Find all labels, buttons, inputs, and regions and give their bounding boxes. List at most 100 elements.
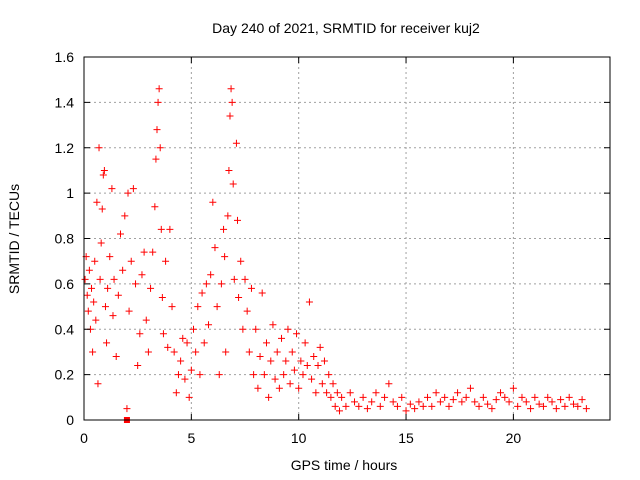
y-tick-label: 0.2: [55, 367, 75, 383]
data-point: [278, 334, 286, 342]
data-point: [228, 98, 236, 106]
plot-frame: [83, 56, 611, 421]
data-point: [164, 343, 172, 351]
data-point: [271, 375, 279, 383]
data-point: [484, 400, 492, 408]
data-point: [570, 400, 578, 408]
axes: [83, 56, 611, 421]
y-axis-label: SRMTID / TECUs: [6, 184, 22, 294]
data-point: [121, 212, 129, 220]
data-point: [342, 402, 350, 410]
data-point: [109, 312, 117, 320]
data-point: [338, 393, 346, 401]
data-point: [112, 352, 120, 360]
data-point: [181, 375, 189, 383]
data-point: [381, 393, 389, 401]
data-point: [539, 402, 547, 410]
data-point: [222, 348, 230, 356]
data-point: [471, 398, 479, 406]
data-point: [96, 275, 104, 283]
data-point: [224, 212, 232, 220]
data-point: [398, 393, 406, 401]
data-point: [402, 407, 410, 415]
data-point: [273, 348, 281, 356]
data-point: [297, 357, 305, 365]
data-point: [368, 398, 376, 406]
data-point: [574, 402, 582, 410]
y-tick-label: 1.4: [55, 94, 75, 110]
data-point: [123, 405, 131, 413]
data-point: [428, 402, 436, 410]
data-point: [187, 366, 195, 374]
data-point: [509, 384, 517, 392]
data-point: [578, 396, 586, 404]
data-point: [90, 298, 98, 306]
data-point: [138, 271, 146, 279]
data-point: [153, 126, 161, 134]
tick-labels: 0 0.2 0.4 0.6 0.8 1 1.2 1.4 1.6 0 5 10 15 20: [55, 49, 522, 446]
data-point: [94, 380, 102, 388]
data-point: [385, 380, 393, 388]
data-point: [331, 402, 339, 410]
data-point: [157, 225, 165, 233]
data-point: [174, 371, 182, 379]
data-point: [327, 393, 335, 401]
data-point: [318, 380, 326, 388]
data-point: [207, 271, 215, 279]
data-point: [93, 198, 101, 206]
data-point: [132, 280, 140, 288]
data-point: [265, 393, 273, 401]
data-point: [282, 357, 290, 365]
data-point: [149, 248, 157, 256]
data-point: [179, 334, 187, 342]
data-point: [267, 357, 275, 365]
data-point: [293, 330, 301, 338]
data-point: [497, 389, 505, 397]
data-point: [552, 405, 560, 413]
data-point: [262, 339, 270, 347]
data-point: [305, 298, 313, 306]
data-point: [252, 325, 260, 333]
data-point: [119, 266, 127, 274]
data-point: [235, 293, 243, 301]
data-point: [177, 357, 185, 365]
data-point: [557, 396, 565, 404]
data-point: [95, 144, 103, 152]
grid-lines: [84, 57, 610, 420]
data-point: [320, 357, 328, 365]
data-point: [217, 280, 225, 288]
y-tick-label: 0.6: [55, 276, 75, 292]
data-point: [299, 371, 307, 379]
data-point: [162, 257, 170, 265]
data-point: [100, 166, 108, 174]
data-point: [419, 402, 427, 410]
data-point: [227, 85, 235, 93]
chart-title: Day 240 of 2021, SRMTID for receiver kuj…: [212, 20, 480, 36]
data-point: [154, 98, 162, 106]
data-point: [411, 405, 419, 413]
data-point: [301, 339, 309, 347]
data-point: [295, 384, 303, 392]
data-point: [220, 225, 228, 233]
data-point: [237, 257, 245, 265]
data-point: [101, 303, 109, 311]
data-point: [196, 371, 204, 379]
data-point: [561, 402, 569, 410]
data-point: [415, 398, 423, 406]
data-point: [92, 316, 100, 324]
data-point: [215, 371, 223, 379]
data-point: [198, 289, 206, 297]
x-tick-label: 5: [187, 430, 195, 446]
data-point: [144, 348, 152, 356]
data-point: [372, 389, 380, 397]
data-point: [156, 144, 164, 152]
data-point: [142, 316, 150, 324]
data-point: [245, 348, 253, 356]
data-point: [127, 257, 135, 265]
y-tick-label: 0.4: [55, 321, 75, 337]
data-point: [194, 303, 202, 311]
data-point: [147, 284, 155, 292]
data-point: [531, 393, 539, 401]
data-point: [106, 253, 114, 261]
y-tick-label: 1.2: [55, 140, 75, 156]
